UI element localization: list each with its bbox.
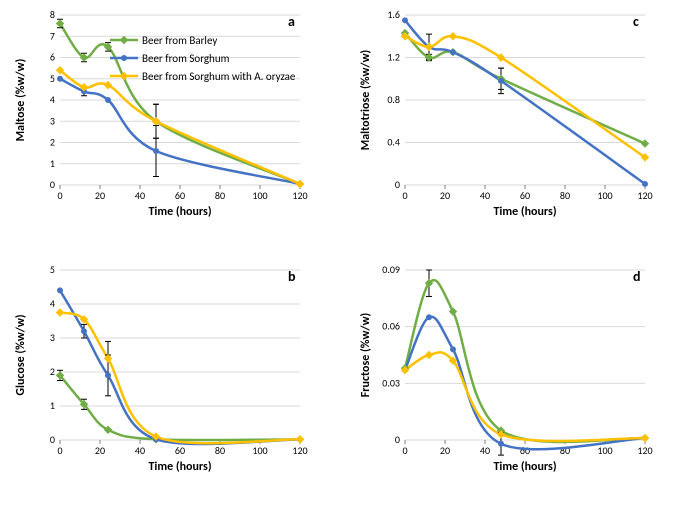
svg-text:40: 40 [480, 189, 490, 202]
svg-text:120: 120 [637, 189, 652, 202]
svg-text:2: 2 [50, 365, 55, 378]
svg-text:Time (hours): Time (hours) [493, 460, 556, 474]
legend-swatch-barley [110, 33, 138, 47]
svg-text:0: 0 [50, 178, 55, 191]
svg-text:4: 4 [50, 297, 55, 310]
svg-text:Fructose (%w/w): Fructose (%w/w) [359, 313, 373, 398]
svg-text:Time (hours): Time (hours) [148, 460, 211, 474]
figure: 012345678020406080100120Maltose (%w/w)Ti… [0, 0, 685, 509]
panel-b-plot: 0 1 2 3 4 5 0 20 40 60 80 100 120 Glucose (%w/w) Time … [10, 260, 310, 475]
svg-text:80: 80 [215, 189, 225, 202]
legend-swatch-sorghum-oryzae [110, 69, 138, 83]
panel-b-label: b [288, 268, 296, 285]
svg-text:0: 0 [395, 433, 400, 446]
svg-text:20: 20 [95, 189, 105, 202]
svg-text:0: 0 [402, 444, 407, 457]
svg-text:100: 100 [597, 189, 612, 202]
svg-text:7: 7 [50, 29, 55, 42]
panel-c-label: c [633, 13, 639, 30]
svg-text:Maltotriose (%w/w): Maltotriose (%w/w) [359, 50, 373, 150]
svg-text:1.2: 1.2 [387, 51, 400, 64]
svg-text:Time (hours): Time (hours) [493, 205, 556, 219]
svg-text:Time (hours): Time (hours) [148, 205, 211, 219]
svg-text:0.4: 0.4 [387, 136, 400, 149]
svg-text:Glucose (%w/w): Glucose (%w/w) [14, 314, 28, 395]
svg-text:120: 120 [637, 444, 652, 457]
svg-text:60: 60 [175, 444, 185, 457]
panel-d-label: d [633, 268, 641, 285]
svg-text:120: 120 [292, 444, 307, 457]
legend: Beer from Barley Beer from Sorghum Beer … [110, 31, 295, 85]
svg-text:100: 100 [597, 444, 612, 457]
svg-text:80: 80 [560, 444, 570, 457]
legend-label-sorghum-oryzae: Beer from Sorghum with A. oryzae [142, 70, 295, 83]
svg-text:1: 1 [50, 399, 55, 412]
svg-text:5: 5 [50, 72, 55, 85]
svg-text:20: 20 [95, 444, 105, 457]
svg-text:5: 5 [50, 263, 55, 276]
svg-text:20: 20 [440, 444, 450, 457]
panel-d-plot: 0 0.03 0.06 0.09 0 20 40 60 80 100 120 Fructose (%w… [355, 260, 655, 475]
svg-text:1.6: 1.6 [387, 8, 400, 21]
panel-c: 0 0.4 0.8 1.2 1.6 0 20 40 60 80 100 120 Maltotriose … [355, 5, 655, 220]
legend-swatch-sorghum [110, 51, 138, 65]
svg-text:80: 80 [215, 444, 225, 457]
panel-d: 0 0.03 0.06 0.09 0 20 40 60 80 100 120 Fructose (%w… [355, 260, 655, 475]
legend-label-sorghum: Beer from Sorghum [142, 52, 229, 65]
legend-item-sorghum-oryzae: Beer from Sorghum with A. oryzae [110, 67, 295, 85]
svg-text:0: 0 [57, 444, 62, 457]
panel-a-label: a [288, 13, 295, 30]
svg-text:80: 80 [560, 189, 570, 202]
svg-text:60: 60 [175, 189, 185, 202]
svg-text:0.06: 0.06 [382, 320, 400, 333]
svg-text:3: 3 [50, 331, 55, 344]
svg-text:120: 120 [292, 189, 307, 202]
panel-c-plot: 0 0.4 0.8 1.2 1.6 0 20 40 60 80 100 120 Maltotriose … [355, 5, 655, 220]
svg-text:0: 0 [402, 189, 407, 202]
svg-text:100: 100 [252, 189, 267, 202]
legend-label-barley: Beer from Barley [142, 34, 217, 47]
svg-text:4: 4 [50, 93, 55, 106]
svg-text:2: 2 [50, 136, 55, 149]
panel-b: 0 1 2 3 4 5 0 20 40 60 80 100 120 Glucose (%w/w) Time … [10, 260, 310, 475]
svg-text:0.09: 0.09 [382, 263, 400, 276]
svg-text:6: 6 [50, 51, 55, 64]
svg-text:0.8: 0.8 [387, 93, 400, 106]
svg-text:3: 3 [50, 114, 55, 127]
svg-text:1: 1 [50, 157, 55, 170]
legend-item-sorghum: Beer from Sorghum [110, 49, 295, 67]
svg-text:100: 100 [252, 444, 267, 457]
svg-text:Maltose (%w/w): Maltose (%w/w) [14, 59, 28, 142]
svg-text:0: 0 [57, 189, 62, 202]
svg-text:40: 40 [480, 444, 490, 457]
svg-text:40: 40 [135, 444, 145, 457]
svg-text:0: 0 [50, 433, 55, 446]
svg-text:0: 0 [395, 178, 400, 191]
svg-text:20: 20 [440, 189, 450, 202]
svg-text:40: 40 [135, 189, 145, 202]
svg-text:0.03: 0.03 [382, 376, 400, 389]
panel-a: 012345678020406080100120Maltose (%w/w)Ti… [10, 5, 310, 220]
svg-text:60: 60 [520, 444, 530, 457]
legend-item-barley: Beer from Barley [110, 31, 295, 49]
svg-text:8: 8 [50, 8, 55, 21]
svg-text:60: 60 [520, 189, 530, 202]
